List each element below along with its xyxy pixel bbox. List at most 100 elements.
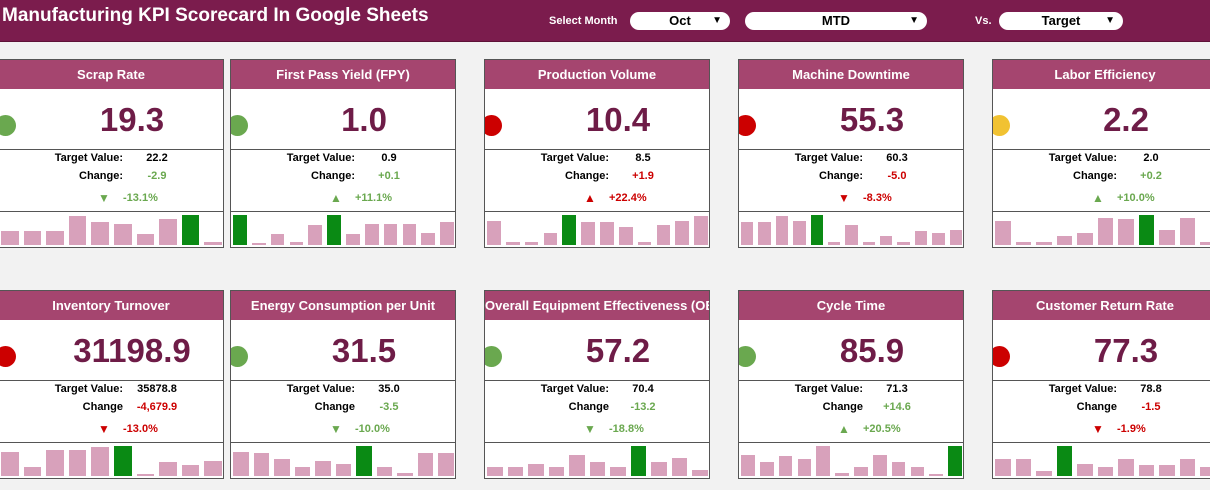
sparkline-bar (610, 467, 626, 476)
sparkline-bar (758, 222, 771, 245)
target-value: 78.8 (1140, 383, 1162, 395)
sparkline-bar (524, 242, 539, 245)
sparkline-bar (741, 455, 755, 476)
arrow-up-icon: ▲ (1092, 191, 1104, 205)
sparkline-bar (1179, 218, 1196, 245)
kpi-card-title: Inventory Turnover (0, 291, 223, 320)
header-bar: Manufacturing KPI Scorecard In Google Sh… (0, 0, 1210, 42)
sparkline-bar (114, 224, 132, 245)
sparkline-bar (487, 467, 503, 476)
change-percent: +10.0% (1117, 192, 1155, 204)
sparkline-bar (68, 450, 87, 476)
sparkline-bar (397, 473, 413, 476)
kpi-value: 1.0 (341, 101, 387, 138)
divider (993, 149, 1210, 150)
sparkline-bar (1, 452, 19, 476)
target-value: 22.2 (146, 152, 168, 164)
divider (739, 380, 963, 381)
sparkline-bar (872, 455, 887, 476)
sparkline-bar (289, 242, 304, 245)
change-percent: +22.4% (609, 192, 647, 204)
change-label: Change: (565, 170, 609, 182)
kpi-value: 55.3 (839, 101, 905, 138)
sparkline-bar (891, 462, 906, 476)
sparkline-bar (438, 453, 454, 476)
chevron-down-icon: ▼ (1105, 15, 1115, 26)
sparkline-bar (1036, 471, 1052, 476)
sparkline-bar (630, 446, 647, 476)
sparkline-bar (1159, 230, 1175, 245)
sparkline-bar (251, 243, 266, 245)
status-indicator-icon (739, 115, 756, 136)
sparkline-bar (692, 470, 708, 476)
sparkline-bar (253, 453, 270, 476)
divider (993, 442, 1210, 443)
kpi-card-title: Customer Return Rate (993, 291, 1210, 320)
divider (231, 380, 455, 381)
sparkline-bar (793, 221, 806, 245)
comparison-select[interactable]: Target ▼ (999, 12, 1123, 30)
sparkline-bar (845, 225, 858, 245)
kpi-value: 31.5 (331, 332, 397, 369)
sparkline-bar (335, 464, 352, 476)
change-label: Change: (311, 170, 355, 182)
change-value: +0.2 (1140, 170, 1162, 182)
change-value: -13.2 (630, 401, 656, 413)
change-percent: -18.8% (609, 423, 644, 435)
sparkline-bar (315, 461, 331, 476)
divider (231, 442, 455, 443)
sparkline-bar (487, 221, 501, 245)
sparkline-bar (383, 224, 398, 245)
sparkline (739, 213, 963, 247)
change-value: -4,679.9 (136, 401, 178, 413)
month-select[interactable]: Oct ▼ (630, 12, 730, 30)
sparkline-bar (562, 215, 577, 245)
change-percent: -8.3% (863, 192, 892, 204)
target-value: 0.9 (381, 152, 397, 164)
sparkline-bar (294, 467, 311, 476)
change-value: -2.9 (147, 170, 167, 182)
sparkline-bar (356, 446, 372, 476)
divider (993, 380, 1210, 381)
sparkline-bar (810, 215, 823, 245)
sparkline-bar (949, 230, 962, 245)
select-month-label: Select Month (549, 15, 618, 27)
chevron-down-icon: ▼ (712, 15, 722, 26)
sparkline-bar (507, 467, 524, 476)
arrow-down-icon: ▼ (838, 191, 850, 205)
sparkline (0, 213, 223, 247)
sparkline-bar (421, 233, 436, 245)
arrow-up-icon: ▲ (330, 191, 342, 205)
target-label: Target Value: (54, 383, 123, 395)
sparkline-bar (204, 242, 222, 245)
sparkline-bar (694, 216, 708, 245)
kpi-card: Overall Equipment Effectiveness (OEE) 57.… (484, 290, 710, 479)
divider (485, 442, 709, 443)
comparison-select-value: Target (1041, 13, 1081, 28)
target-value: 70.4 (632, 383, 654, 395)
target-label: Target Value: (1048, 152, 1117, 164)
sparkline-bar (1097, 467, 1114, 476)
sparkline (485, 213, 709, 247)
target-label: Target Value: (794, 383, 863, 395)
change-label: Change (568, 401, 609, 413)
change-value: -3.5 (379, 401, 399, 413)
sparkline-bar (1077, 464, 1093, 476)
sparkline (993, 444, 1210, 478)
kpi-card: Inventory Turnover 31198.9 Target Value: 35… (0, 290, 224, 479)
target-label: Target Value: (540, 152, 609, 164)
change-percent: +20.5% (863, 423, 901, 435)
chevron-down-icon: ▼ (909, 15, 919, 26)
change-value: -5.0 (887, 170, 907, 182)
period-select[interactable]: MTD ▼ (745, 12, 927, 30)
divider (485, 380, 709, 381)
status-indicator-icon (231, 346, 248, 367)
target-label: Target Value: (286, 152, 355, 164)
kpi-value: 10.4 (585, 101, 651, 138)
change-label: Change (314, 401, 355, 413)
target-label: Target Value: (54, 152, 123, 164)
status-indicator-icon (0, 346, 16, 367)
status-indicator-icon (993, 115, 1010, 136)
sparkline-bar (778, 456, 793, 476)
sparkline-bar (46, 231, 64, 245)
